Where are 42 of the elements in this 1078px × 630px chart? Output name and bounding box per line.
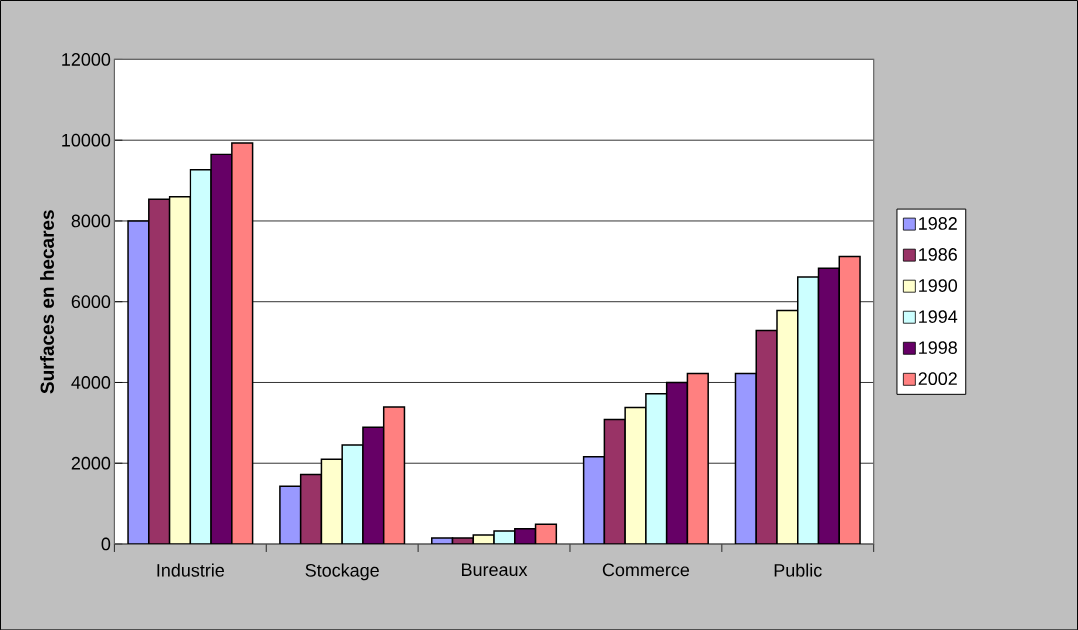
legend-label: 1990 <box>919 278 958 292</box>
bar <box>128 220 149 544</box>
bar <box>321 458 343 544</box>
y-tick-label: 6000 <box>71 295 111 308</box>
y-tick-label: 0 <box>101 537 111 551</box>
x-tick-label: Industrie <box>157 563 224 577</box>
legend-label: 1986 <box>919 247 957 261</box>
bar <box>383 406 405 544</box>
bar <box>645 393 667 544</box>
legend-label: 1994 <box>919 309 958 323</box>
bar <box>687 373 709 544</box>
bar <box>362 427 384 544</box>
bar <box>838 255 861 544</box>
x-tick-label: Stockage <box>305 563 379 581</box>
bar <box>300 474 322 544</box>
x-tick-label: Commerce <box>602 563 690 577</box>
legend-label: 1998 <box>919 341 957 354</box>
bar <box>148 198 170 544</box>
y-axis-title: Surfaces en hecares <box>40 210 54 394</box>
bar <box>625 407 646 544</box>
y-tick-label: 4000 <box>71 375 111 389</box>
bar <box>734 372 757 544</box>
bar <box>666 382 688 544</box>
bar <box>583 456 605 544</box>
bar <box>342 444 363 544</box>
x-tick-label: Bureaux <box>462 563 528 576</box>
bar <box>776 309 799 544</box>
legend-label: 1982 <box>919 216 957 230</box>
bar <box>604 419 626 544</box>
bar <box>817 267 841 544</box>
bar <box>231 142 253 544</box>
bar <box>169 196 191 544</box>
bar <box>797 276 820 544</box>
bar <box>755 329 778 544</box>
y-tick-label: 8000 <box>71 214 111 228</box>
x-tick-label: Public <box>774 563 822 577</box>
y-tick-label: 10000 <box>62 133 111 147</box>
y-tick-label: 12000 <box>62 52 111 66</box>
bar <box>211 154 232 544</box>
legend-label: 2002 <box>918 372 957 385</box>
y-tick-label: 2000 <box>71 456 111 470</box>
bar <box>190 169 212 544</box>
